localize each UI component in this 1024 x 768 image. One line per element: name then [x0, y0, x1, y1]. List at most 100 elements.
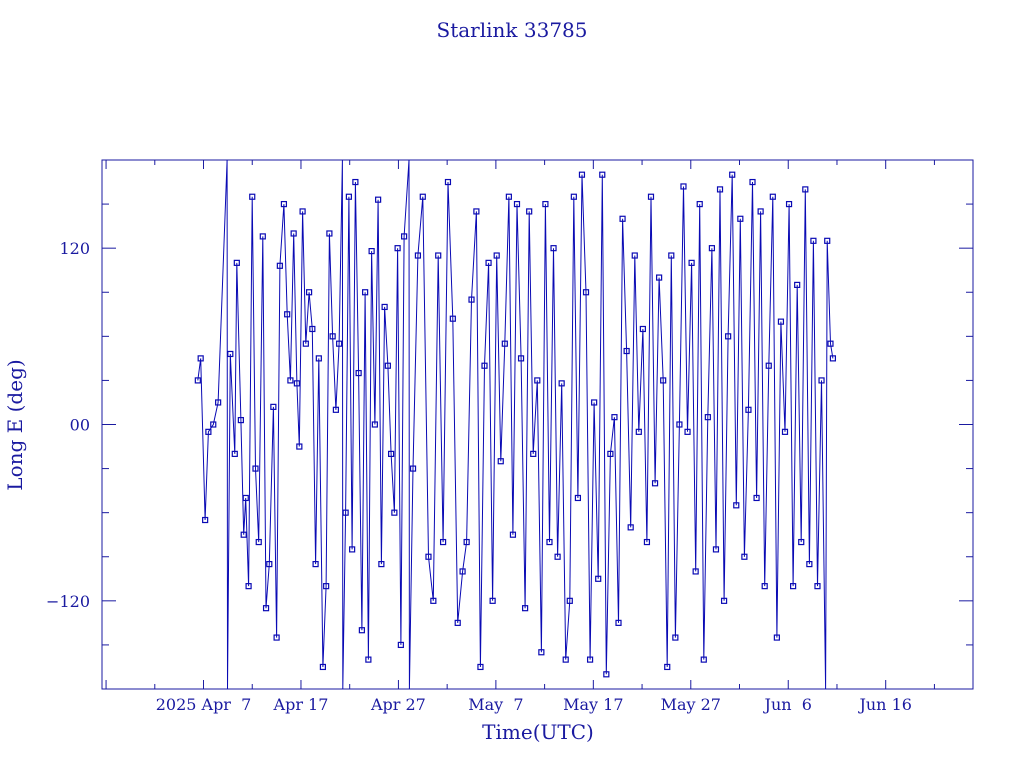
data-point	[550, 245, 557, 252]
data-point	[287, 377, 294, 384]
chart-title: Starlink 33785	[437, 18, 588, 42]
data-point	[607, 450, 614, 457]
x-axis-label: Time(UTC)	[482, 720, 594, 744]
data-point	[202, 516, 209, 524]
data-series	[194, 160, 837, 689]
data-point	[284, 311, 291, 318]
data-point	[733, 502, 740, 509]
data-point	[362, 289, 369, 296]
data-point	[769, 193, 776, 200]
data-point	[358, 627, 365, 634]
data-point	[497, 458, 504, 465]
data-point	[761, 583, 768, 590]
data-point	[349, 546, 356, 553]
data-point	[493, 252, 500, 259]
data-point	[237, 416, 244, 424]
data-point	[546, 538, 553, 546]
data-point	[716, 186, 724, 193]
data-point	[522, 605, 529, 612]
data-point	[534, 377, 541, 384]
data-point	[276, 262, 283, 269]
data-point	[409, 465, 417, 472]
data-point	[623, 347, 630, 355]
data-point	[790, 583, 797, 590]
data-point	[676, 421, 683, 428]
data-point	[312, 560, 319, 568]
data-point	[668, 252, 675, 259]
data-point	[414, 252, 422, 259]
data-point	[388, 450, 395, 457]
data-point	[704, 414, 711, 421]
data-point	[319, 663, 326, 671]
data-point	[802, 186, 809, 193]
data-point	[375, 196, 382, 203]
data-point	[765, 362, 772, 369]
data-point	[611, 414, 618, 421]
data-point	[302, 340, 309, 347]
data-point	[586, 656, 594, 663]
data-point	[688, 259, 695, 266]
data-point	[242, 494, 249, 502]
data-point	[259, 233, 266, 240]
data-point	[444, 178, 452, 186]
data-point	[824, 237, 831, 244]
data-point	[773, 634, 780, 641]
data-point	[194, 377, 201, 384]
data-point	[627, 524, 634, 531]
data-point	[798, 538, 805, 546]
x-tick-label: Jun 6	[763, 695, 812, 714]
data-point	[227, 350, 234, 358]
data-point	[336, 340, 343, 347]
data-point	[505, 193, 512, 200]
data-point	[489, 597, 496, 604]
data-point	[745, 406, 752, 413]
data-point	[352, 178, 359, 186]
data-point	[582, 289, 590, 296]
series-line	[197, 160, 834, 689]
x-tick-label: May 17	[563, 695, 623, 714]
data-point	[293, 380, 301, 387]
data-point	[737, 215, 744, 222]
data-point	[205, 428, 212, 435]
data-point	[725, 333, 732, 340]
data-point	[262, 605, 270, 612]
x-tick-label: Jun 16	[857, 695, 911, 714]
data-point	[509, 531, 517, 538]
x-tick-label: May 7	[468, 695, 523, 714]
data-point	[818, 377, 825, 384]
data-point	[332, 406, 339, 413]
data-point	[430, 597, 437, 604]
data-point	[296, 443, 303, 450]
data-point	[753, 494, 760, 502]
data-point	[603, 671, 610, 678]
data-point	[785, 200, 793, 208]
data-point	[305, 289, 313, 296]
data-point	[454, 619, 461, 626]
data-point	[749, 178, 756, 186]
data-point	[692, 568, 699, 575]
data-point	[391, 509, 398, 516]
data-point	[513, 200, 521, 208]
data-point	[255, 538, 262, 546]
data-point	[270, 403, 277, 410]
data-point	[562, 656, 569, 663]
data-point	[245, 583, 252, 590]
data-point	[215, 399, 222, 406]
data-point	[651, 480, 659, 487]
data-point	[315, 355, 322, 362]
data-point	[578, 171, 586, 178]
data-point	[401, 233, 408, 240]
x-tick-label: May 27	[661, 695, 721, 714]
data-point	[299, 208, 306, 215]
data-point	[329, 333, 336, 340]
data-point	[210, 421, 217, 428]
x-tick-label: Apr 27	[370, 695, 426, 714]
data-point	[615, 619, 622, 626]
data-point	[810, 237, 817, 244]
data-point	[591, 399, 598, 406]
data-point	[477, 663, 484, 671]
data-point	[231, 450, 238, 457]
data-point	[517, 355, 525, 362]
data-point	[273, 634, 280, 641]
axis-ticks	[102, 159, 973, 690]
